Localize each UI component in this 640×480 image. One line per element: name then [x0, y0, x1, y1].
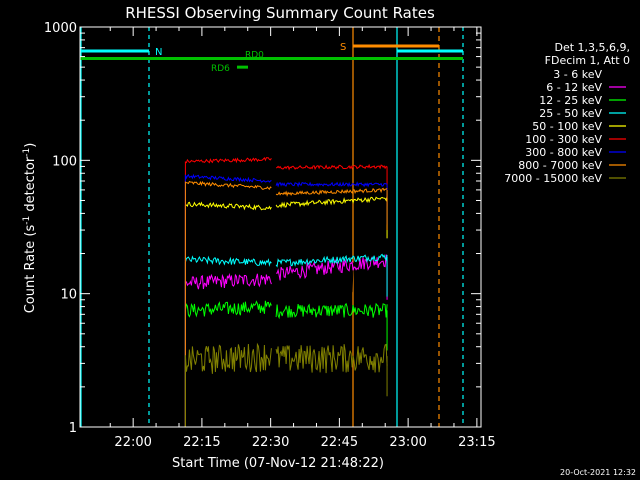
series-segment: [275, 254, 388, 281]
series-segment: [184, 173, 272, 427]
series-800-7000-keV-line: [184, 180, 388, 427]
legend-header-line-1: Det 1,3,5,6,9,: [554, 41, 630, 54]
timestamp: 20-Oct-2021 12:32: [560, 468, 636, 477]
legend-label: 6 - 12 keV: [546, 81, 602, 94]
series-segment: [275, 196, 388, 209]
y-tick-label: 1000: [44, 21, 77, 36]
plot-frame: [79, 26, 482, 428]
series-segment: [184, 342, 272, 427]
series-segment: [275, 253, 388, 268]
y-axis-label: Count Rate (s-1 detector-1): [22, 143, 38, 314]
legend-label: 12 - 25 keV: [539, 94, 602, 107]
chart-title: RHESSI Observing Summary Count Rates: [125, 4, 435, 22]
x-tick-label: 23:00: [389, 435, 426, 450]
series-segment: [184, 255, 272, 427]
x-tick-label: 23:15: [458, 435, 495, 450]
x-axis: 22:00 22:15 22:30 22:45 23:00 23:15: [109, 27, 496, 450]
legend-label: 50 - 100 keV: [532, 120, 602, 133]
series-segment: [184, 272, 272, 427]
legend-label: 300 - 800 keV: [525, 146, 602, 159]
series-7000-15000-keV-line: [184, 342, 388, 427]
series-segment: [275, 233, 388, 353]
series-layer: [184, 157, 388, 428]
legend-label: 3 - 6 keV: [553, 68, 602, 81]
series-segment: [184, 180, 272, 427]
series-segment: [275, 163, 388, 171]
rd6-label: RD6: [211, 64, 230, 74]
saa-label: S: [340, 42, 346, 53]
x-tick-label: 22:45: [321, 435, 358, 450]
legend-label: 7000 - 15000 keV: [504, 172, 602, 185]
series-segment: [275, 187, 388, 197]
y-axis: 1 10 100 1000: [44, 21, 481, 436]
series-segment: [184, 300, 272, 427]
legend-header-line-2: FDecim 1, Att 0: [545, 54, 630, 67]
y-tick-label: 100: [52, 154, 77, 169]
series-segment: [184, 157, 272, 427]
marker-layer: N S RD0 RD6: [80, 27, 464, 427]
series-25-50-keV-line: [184, 253, 388, 427]
legend-label: 800 - 7000 keV: [518, 159, 602, 172]
series-12-25-keV-line: [184, 300, 388, 427]
series-segment: [184, 201, 272, 427]
y-tick-label: 1: [69, 421, 77, 436]
rd0-label: RD0: [245, 51, 264, 61]
series-segment: [275, 343, 388, 374]
series-segment: [185, 306, 272, 428]
series-segment: [275, 302, 388, 320]
x-tick-label: 22:00: [114, 435, 151, 450]
x-tick-label: 22:15: [183, 435, 220, 450]
legend: Det 1,3,5,6,9, FDecim 1, Att 0 3 - 6 keV…: [504, 41, 630, 185]
series-segment: [275, 181, 388, 188]
x-axis-label: Start Time (07-Nov-12 21:48:22): [172, 456, 384, 471]
night-label: N: [155, 47, 162, 58]
y-tick-label: 10: [60, 288, 77, 303]
legend-label: 25 - 50 keV: [539, 107, 602, 120]
x-tick-label: 22:30: [252, 435, 289, 450]
legend-label: 100 - 300 keV: [525, 133, 602, 146]
